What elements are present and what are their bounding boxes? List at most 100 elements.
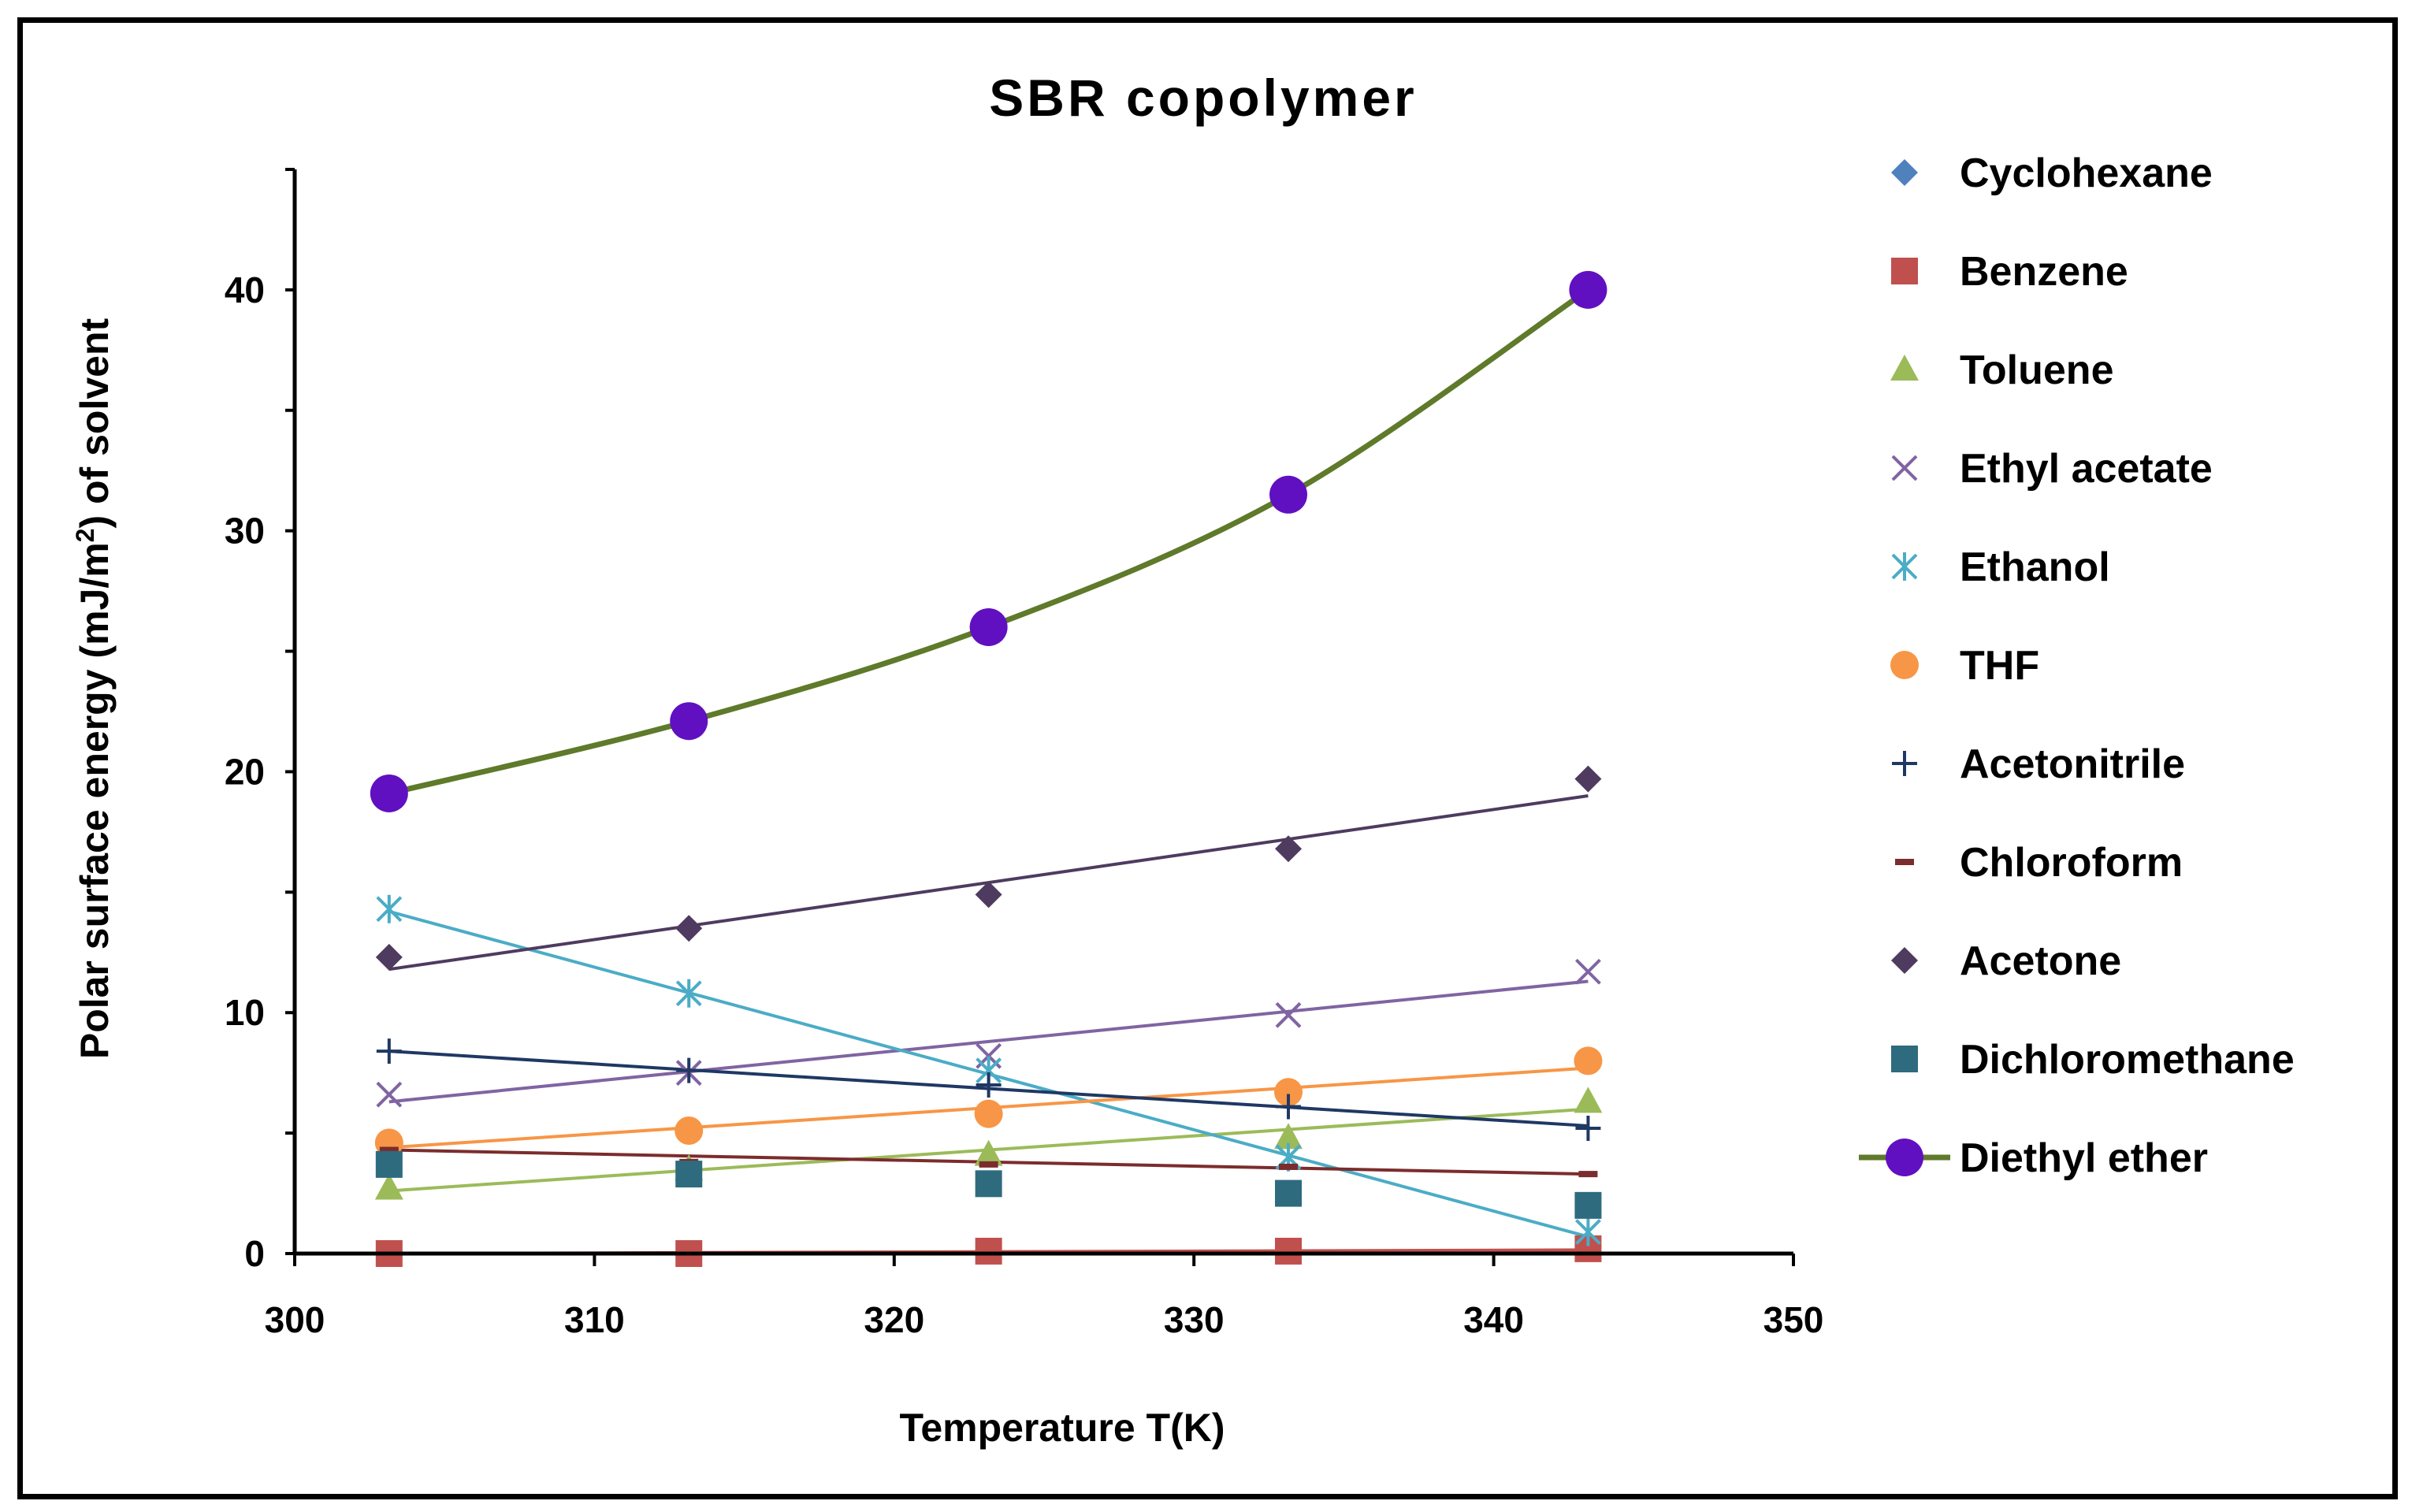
acetonitrile-point xyxy=(376,1038,402,1064)
plot-area xyxy=(370,270,1607,1267)
legend-label: Cyclohexane xyxy=(1960,150,2213,196)
toluene-point xyxy=(1574,1087,1603,1113)
legend-marker-dichloromethane xyxy=(1891,1046,1918,1072)
chloroform-point xyxy=(379,1146,399,1154)
chart-title: SBR copolymer xyxy=(989,69,1417,127)
acetonitrile-point xyxy=(976,1072,1002,1098)
legend-item-ethanol: Ethanol xyxy=(1891,544,2110,590)
legend-label: Benzene xyxy=(1960,249,2128,295)
ethanol-point xyxy=(376,894,403,923)
legend-marker-benzene xyxy=(1891,258,1918,284)
toluene-point xyxy=(1274,1123,1303,1150)
ethanol-point xyxy=(675,979,702,1008)
legend-item-acetonitrile: Acetonitrile xyxy=(1892,741,2185,787)
x-tick-label: 310 xyxy=(564,1299,625,1340)
thf-point xyxy=(1574,1046,1603,1075)
marker-layer xyxy=(370,270,1607,1267)
legend-label: Acetone xyxy=(1960,938,2121,984)
legend-marker-chloroform xyxy=(1895,859,1914,865)
legend-item-ethyl-acetate: Ethyl acetate xyxy=(1891,446,2213,492)
x-axis-ticks: 300 310 320 330 340 350 xyxy=(265,1254,1824,1340)
thf-point xyxy=(1274,1078,1303,1107)
diethyl-ether-point xyxy=(1569,270,1607,309)
legend-marker-diethyl-ether xyxy=(1886,1139,1923,1176)
x-tick-label: 320 xyxy=(864,1299,924,1340)
legend-label: Diethyl ether xyxy=(1960,1135,2208,1181)
x-tick-label: 330 xyxy=(1164,1299,1225,1340)
thf-point xyxy=(974,1099,1003,1128)
y-tick-label: 30 xyxy=(225,511,265,552)
legend-label: Acetonitrile xyxy=(1960,741,2185,787)
chloroform-point xyxy=(1578,1171,1598,1178)
ethyl-acetate-point xyxy=(376,1081,403,1108)
legend-item-diethyl-ether: Diethyl ether xyxy=(1859,1135,2208,1181)
acetonitrile-point xyxy=(1276,1094,1302,1120)
legend-item-benzene: Benzene xyxy=(1891,249,2128,295)
ethanol-point xyxy=(1575,1217,1601,1246)
curve-layer xyxy=(388,287,1590,797)
acetone-point xyxy=(975,881,1002,908)
diethyl-ether-point xyxy=(969,607,1008,646)
y-tick-label: 20 xyxy=(225,751,265,792)
legend-label: Dichloromethane xyxy=(1960,1037,2295,1083)
legend-marker-ethyl-acetate xyxy=(1891,455,1918,481)
ethyl-acetate-point xyxy=(1275,1001,1302,1028)
legend-label: Ethanol xyxy=(1960,544,2110,590)
dichloromethane-point xyxy=(1275,1180,1303,1207)
y-tick-label: 10 xyxy=(225,992,265,1033)
legend-marker-toluene xyxy=(1890,355,1919,381)
toluene-point xyxy=(374,1173,403,1200)
legend-label: Chloroform xyxy=(1960,840,2183,886)
legend-item-toluene: Toluene xyxy=(1890,347,2113,393)
y-axis-title-suffix: ) of solvent xyxy=(72,318,117,528)
acetone-point xyxy=(375,943,403,971)
acetone-point xyxy=(675,915,703,942)
dichloromethane-point xyxy=(675,1161,703,1188)
y-tick-label: 40 xyxy=(225,269,265,310)
legend-item-thf: THF xyxy=(1890,643,2039,689)
chart-frame: SBR copolymer 0 10 20 30 40 300 310 320 330 340 3… xyxy=(17,17,2398,1499)
legend-item-dichloromethane: Dichloromethane xyxy=(1891,1037,2295,1083)
y-axis-ticks: 0 10 20 30 40 xyxy=(225,168,295,1274)
legend-item-acetone: Acetone xyxy=(1891,938,2121,984)
legend-marker-thf xyxy=(1890,651,1919,679)
legend-label: Toluene xyxy=(1960,347,2113,393)
ethyl-acetate-point xyxy=(1575,958,1601,985)
benzene-point xyxy=(1275,1237,1303,1265)
dichloromethane-point xyxy=(375,1150,403,1178)
legend-item-cyclohexane: Cyclohexane xyxy=(1891,150,2213,196)
legend-marker-acetone xyxy=(1891,947,1918,974)
y-axis-title-superscript: 2 xyxy=(71,529,99,543)
legend-label: Ethyl acetate xyxy=(1960,446,2213,492)
acetone-point xyxy=(1275,835,1303,863)
y-axis-title-prefix: Polar surface energy (mJ/m xyxy=(72,542,117,1059)
benzene-point xyxy=(975,1237,1002,1265)
acetonitrile-point xyxy=(676,1057,702,1083)
dichloromethane-point xyxy=(975,1170,1002,1198)
x-tick-label: 340 xyxy=(1463,1299,1524,1340)
y-axis-title: Polar surface energy (mJ/m2) of solvent xyxy=(71,318,117,1059)
thf-point xyxy=(675,1116,704,1146)
y-tick-label: 0 xyxy=(244,1233,265,1274)
acetone-point xyxy=(1574,765,1602,793)
x-tick-label: 350 xyxy=(1763,1299,1824,1340)
legend-marker-cyclohexane xyxy=(1891,159,1918,186)
dichloromethane-point xyxy=(1574,1191,1602,1219)
legend-label: THF xyxy=(1960,643,2039,689)
chloroform-point xyxy=(979,1161,998,1168)
ethyl-acetate-trendline xyxy=(388,979,1589,1104)
legend-item-chloroform: Chloroform xyxy=(1895,840,2183,886)
x-tick-label: 300 xyxy=(265,1299,325,1340)
diethyl-ether-curve xyxy=(388,287,1590,797)
axes: 0 10 20 30 40 300 310 320 330 340 350 xyxy=(225,168,1824,1340)
chloroform-point xyxy=(1279,1163,1299,1170)
acetonitrile-point xyxy=(1575,1116,1601,1141)
legend-marker-acetonitrile xyxy=(1892,751,1917,776)
legend: Cyclohexane Benzene Toluene Ethyl acetate Et… xyxy=(1859,150,2295,1181)
toluene-point xyxy=(974,1139,1003,1166)
diethyl-ether-point xyxy=(670,702,708,741)
legend-marker-ethanol xyxy=(1891,552,1918,581)
x-axis-title: Temperature T(K) xyxy=(899,1406,1225,1450)
diethyl-ether-point xyxy=(370,774,408,812)
